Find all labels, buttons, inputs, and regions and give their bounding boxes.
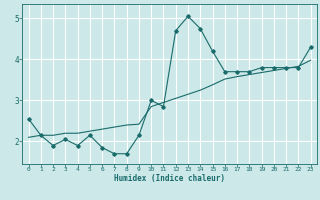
X-axis label: Humidex (Indice chaleur): Humidex (Indice chaleur): [114, 174, 225, 183]
